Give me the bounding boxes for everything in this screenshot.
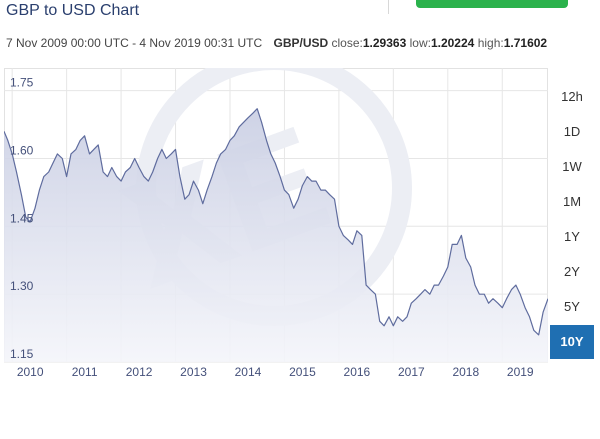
price-line (4, 108, 548, 336)
date-range: 7 Nov 2009 00:00 UTC - 4 Nov 2019 00:31 … (6, 36, 263, 50)
stat-low-label: low: (409, 36, 431, 50)
y-tick-label: 1.30 (10, 279, 34, 293)
page-title: GBP to USD Chart (6, 2, 140, 19)
chart-info-bar: 7 Nov 2009 00:00 UTC - 4 Nov 2019 00:31 … (6, 36, 547, 50)
cta-button[interactable] (416, 0, 568, 8)
price-area (4, 108, 548, 362)
y-tick-label: 1.45 (10, 211, 34, 225)
range-button-10y[interactable]: 10Y (550, 325, 594, 359)
x-tick-label: 2012 (126, 365, 153, 378)
currency-pair: GBP/USD (273, 36, 329, 50)
stat-low-value: 1.20224 (430, 36, 475, 50)
price-chart[interactable]: XE1.751.601.451.301.15201020112012201320… (4, 68, 548, 378)
range-selector: 12h 1D 1W 1M 1Y 2Y 5Y 10Y (550, 80, 594, 360)
range-button-1d[interactable]: 1D (550, 115, 594, 149)
x-tick-label: 2011 (72, 365, 98, 378)
x-tick-label: 2017 (398, 365, 425, 378)
x-tick-label: 2016 (344, 365, 371, 378)
x-tick-label: 2013 (180, 365, 207, 378)
x-tick-label: 2015 (289, 365, 316, 378)
top-divider (388, 0, 389, 14)
stat-close-value: 1.29363 (362, 36, 407, 50)
range-button-1w[interactable]: 1W (550, 150, 594, 184)
range-button-5y[interactable]: 5Y (550, 290, 594, 324)
y-tick-label: 1.75 (10, 76, 34, 90)
x-tick-label: 2018 (452, 365, 479, 378)
range-button-12h[interactable]: 12h (550, 80, 594, 114)
range-button-1y[interactable]: 1Y (550, 220, 594, 254)
y-tick-label: 1.60 (10, 143, 34, 157)
stat-close-label: close: (331, 36, 363, 50)
range-button-2y[interactable]: 2Y (550, 255, 594, 289)
x-tick-label: 2019 (507, 365, 534, 378)
x-tick-label: 2010 (17, 365, 44, 378)
stat-high-label: high: (477, 36, 504, 50)
range-button-1m[interactable]: 1M (550, 185, 594, 219)
x-tick-label: 2014 (235, 365, 262, 378)
stat-high-value: 1.71602 (503, 36, 548, 50)
y-tick-label: 1.15 (10, 347, 34, 361)
